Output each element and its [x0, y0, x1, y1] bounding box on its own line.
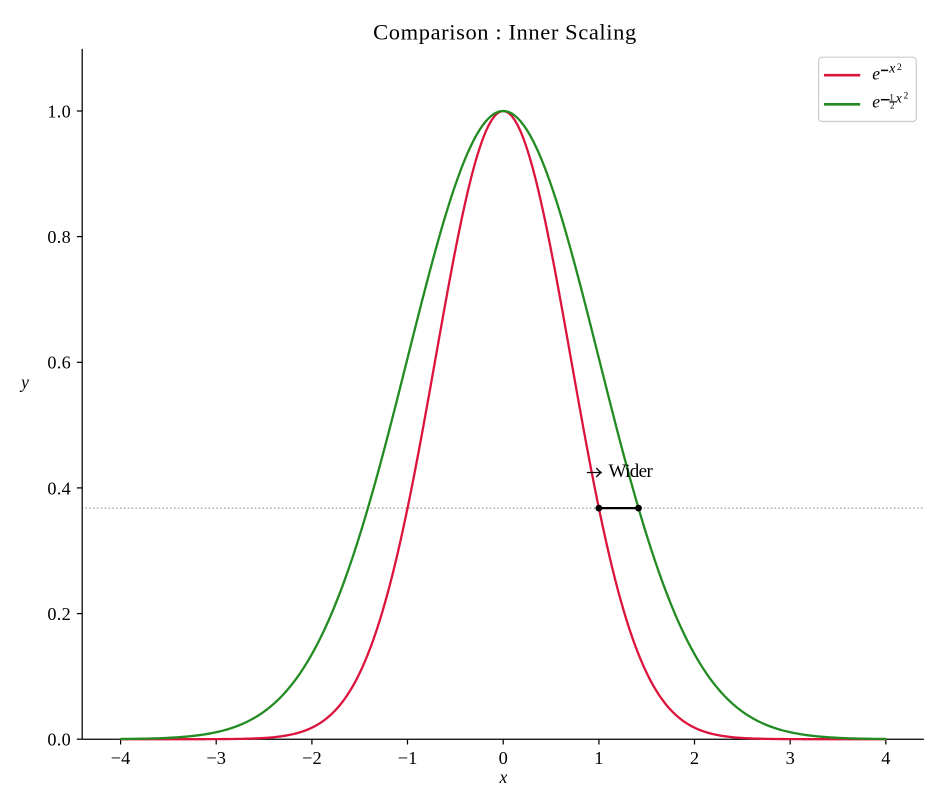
svg-text:−3: −3	[206, 748, 226, 768]
svg-text:2: 2	[904, 92, 909, 102]
svg-text:2: 2	[690, 748, 699, 768]
svg-text:1.0: 1.0	[47, 101, 71, 121]
svg-text:x: x	[895, 90, 902, 105]
svg-text:1: 1	[889, 92, 894, 102]
svg-text:e: e	[872, 92, 880, 112]
svg-text:−1: −1	[398, 748, 418, 768]
svg-text:2: 2	[890, 100, 895, 110]
svg-text:−2: −2	[302, 748, 322, 768]
svg-text:0.4: 0.4	[47, 478, 71, 498]
svg-text:x: x	[888, 62, 896, 77]
svg-text:x: x	[499, 767, 508, 787]
svg-text:y: y	[19, 372, 29, 392]
svg-text:3: 3	[786, 748, 795, 768]
svg-text:0.6: 0.6	[47, 353, 71, 373]
svg-text:4: 4	[881, 748, 890, 768]
svg-text:Comparison : Inner Scaling: Comparison : Inner Scaling	[373, 20, 637, 45]
svg-text:0.8: 0.8	[47, 227, 71, 247]
svg-text:e: e	[872, 63, 880, 83]
svg-text:1: 1	[594, 748, 603, 768]
svg-text:−4: −4	[111, 748, 131, 768]
svg-text:Wider: Wider	[609, 461, 654, 482]
svg-text:0.2: 0.2	[47, 604, 71, 624]
svg-text:0.0: 0.0	[47, 730, 71, 750]
svg-text:2: 2	[897, 63, 902, 73]
svg-text:0: 0	[499, 748, 508, 768]
